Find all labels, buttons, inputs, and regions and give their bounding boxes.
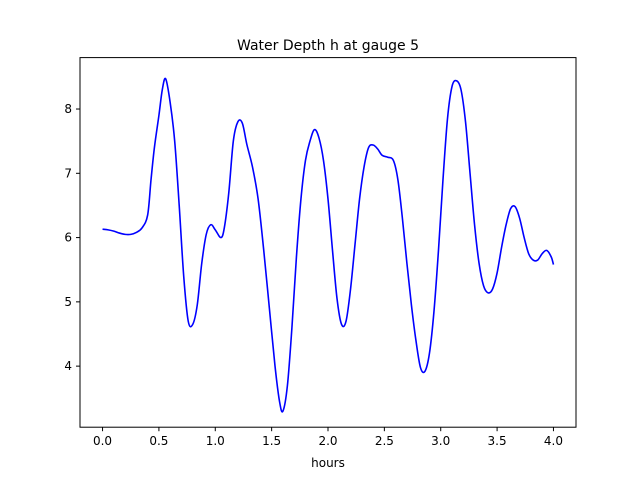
y-tick-label: 8: [64, 102, 72, 116]
y-tick-label: 4: [64, 359, 72, 373]
x-tick-label: 1.0: [206, 434, 225, 448]
plot-area-frame: [79, 57, 577, 428]
x-tick-label: 2.5: [375, 434, 394, 448]
y-tick-label: 6: [64, 231, 72, 245]
x-tick-label: 4.0: [544, 434, 563, 448]
x-axis: 0.0 0.5 1.0 1.5 2.0 2.5 3.0 3.5 4.0: [93, 427, 563, 448]
series-line: [102, 77, 555, 413]
y-axis: 4 5 6 7 8: [64, 102, 80, 373]
x-tick-label: 3.0: [431, 434, 450, 448]
chart-title: Water Depth h at gauge 5: [237, 38, 419, 54]
x-axis-label: hours: [311, 456, 345, 470]
series-layer: [102, 77, 555, 413]
x-tick-label: 3.5: [488, 434, 507, 448]
x-tick-label: 0.5: [149, 434, 168, 448]
y-tick-label: 5: [64, 295, 72, 309]
x-tick-label: 2.0: [318, 434, 337, 448]
x-tick-label: 0.0: [93, 434, 112, 448]
x-tick-label: 1.5: [262, 434, 281, 448]
y-tick-label: 7: [64, 166, 72, 180]
